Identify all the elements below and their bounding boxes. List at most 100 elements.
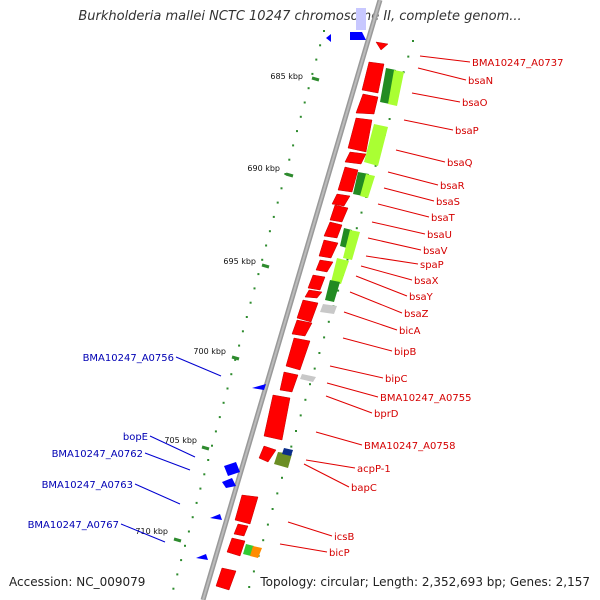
tick-dot: [257, 273, 260, 276]
gene-label-right[interactable]: bicA: [399, 326, 421, 337]
gene-label-right[interactable]: bipB: [394, 347, 416, 358]
tick-dot: [172, 587, 175, 590]
gene-label-left[interactable]: BMA10247_A0762: [52, 449, 143, 460]
gene-bsaO: [355, 93, 379, 115]
chromosome-backbone-highlight: [202, 0, 381, 600]
tick-dot: [261, 258, 264, 261]
inner-dot: [337, 289, 340, 292]
gene-label-right[interactable]: icsB: [334, 532, 354, 543]
kbp-label: 705 kbp: [164, 436, 197, 445]
gene-label-right[interactable]: bsaT: [431, 213, 456, 224]
gene-label-left[interactable]: BMA10247_A0767: [28, 520, 119, 531]
gene-bicP: [226, 537, 246, 557]
gene-label-left[interactable]: BMA10247_A0756: [83, 353, 174, 364]
accession-text: Accession: NC_009079: [9, 575, 146, 589]
gene-bopE: [224, 462, 240, 476]
inner-dot: [309, 383, 311, 386]
inner-dot: [412, 40, 414, 42]
gene-label-right[interactable]: bsaO: [462, 98, 488, 109]
gene-label-right[interactable]: BMA10247_A0737: [472, 58, 563, 69]
label-leader: [325, 395, 373, 414]
gene-label-right[interactable]: BMA10247_A0758: [364, 441, 455, 452]
label-leader: [371, 221, 426, 235]
gene-label-right[interactable]: bsaU: [427, 230, 452, 241]
annotated-features: [243, 68, 404, 558]
tick-dot: [230, 373, 233, 376]
label-leader: [305, 459, 356, 469]
gene-label-right[interactable]: bsaZ: [404, 309, 429, 320]
label-leader: [355, 275, 408, 297]
label-leader: [365, 255, 419, 265]
inner-dot: [355, 227, 358, 230]
gene-label-right[interactable]: spaP: [420, 260, 444, 271]
gene-label-left[interactable]: bopE: [123, 432, 148, 443]
gene-bipC: [279, 371, 299, 393]
tick-dot: [187, 530, 190, 533]
inner-dot: [271, 508, 274, 510]
inner-dot: [323, 336, 326, 339]
reverse-gene-labels: BMA10247_A0756 bopE BMA10247_A0762 BMA10247…: [28, 353, 222, 543]
gene-BMA10247_A0762: [222, 478, 236, 488]
tick-dot: [284, 173, 287, 175]
tick-dot: [241, 330, 244, 333]
tick-dot: [311, 72, 314, 75]
gene-label-right[interactable]: bsaP: [455, 126, 479, 137]
gene-label-right[interactable]: acpP-1: [357, 464, 391, 475]
feature-bsaY-dark: [325, 280, 340, 302]
gene-label-right[interactable]: bprD: [374, 409, 399, 420]
feature-bsaU-light: [343, 230, 360, 260]
gene-label-right[interactable]: bapC: [351, 483, 377, 494]
tick-dot: [191, 516, 194, 519]
tick-dot: [299, 115, 302, 118]
gene-label-right[interactable]: bsaQ: [447, 158, 473, 169]
inner-dot: [374, 164, 377, 167]
label-leader: [343, 311, 398, 331]
kbp-label: 695 kbp: [223, 257, 256, 266]
kbp-tick: [231, 355, 240, 361]
gene-bottom-1: [215, 567, 237, 591]
gene-bprD: [258, 445, 277, 463]
tick-dot: [234, 358, 237, 361]
label-leader: [326, 382, 379, 398]
tick-dot: [195, 501, 198, 504]
inner-dot: [407, 55, 410, 58]
gene-label-right[interactable]: bsaR: [440, 181, 465, 192]
inner-dot: [304, 398, 307, 401]
gene-bsaV: [318, 239, 339, 259]
map-title: Burkholderia mallei NCTC 10247 chromosom…: [78, 9, 522, 24]
inner-dot: [252, 570, 255, 573]
label-leader: [411, 92, 461, 103]
gene-icsB-2: [233, 523, 249, 537]
label-leader: [144, 452, 191, 471]
label-leader: [383, 187, 435, 202]
label-leader: [395, 149, 446, 163]
gene-label-right[interactable]: bsaV: [423, 246, 448, 257]
feature-bsaX-light: [331, 258, 349, 284]
topology-text: Topology: circular; Length: 2,352,693 bp…: [260, 575, 590, 589]
kbp-tick: [311, 76, 320, 82]
gene-label-right[interactable]: bsaX: [414, 276, 439, 287]
tick-track: [172, 30, 325, 590]
tick-dot: [315, 58, 318, 61]
tick-dot: [276, 201, 279, 204]
tick-dot: [268, 230, 271, 233]
inner-dot: [266, 523, 269, 526]
gene-bsaQ: [344, 151, 367, 165]
gene-label-left[interactable]: BMA10247_A0763: [42, 480, 133, 491]
gene-label-right[interactable]: bipC: [385, 374, 407, 385]
reverse-genes: [196, 384, 266, 560]
inner-dot: [313, 367, 316, 370]
gene-label-right[interactable]: BMA10247_A0755: [380, 393, 471, 404]
gene-label-right[interactable]: bicP: [329, 548, 350, 559]
tick-dot: [214, 430, 217, 433]
gene-label-right[interactable]: bsaN: [468, 76, 493, 87]
tick-dot: [323, 30, 325, 32]
feature-bipC-gray: [300, 374, 316, 382]
feature-bsaN-light: [388, 70, 404, 106]
tick-dot: [245, 316, 248, 318]
gene-label-right[interactable]: bsaY: [409, 292, 434, 303]
gene-label-right[interactable]: bsaS: [436, 197, 460, 208]
gene-BMA10247_A0755: [263, 394, 291, 441]
inner-dot: [295, 430, 297, 432]
